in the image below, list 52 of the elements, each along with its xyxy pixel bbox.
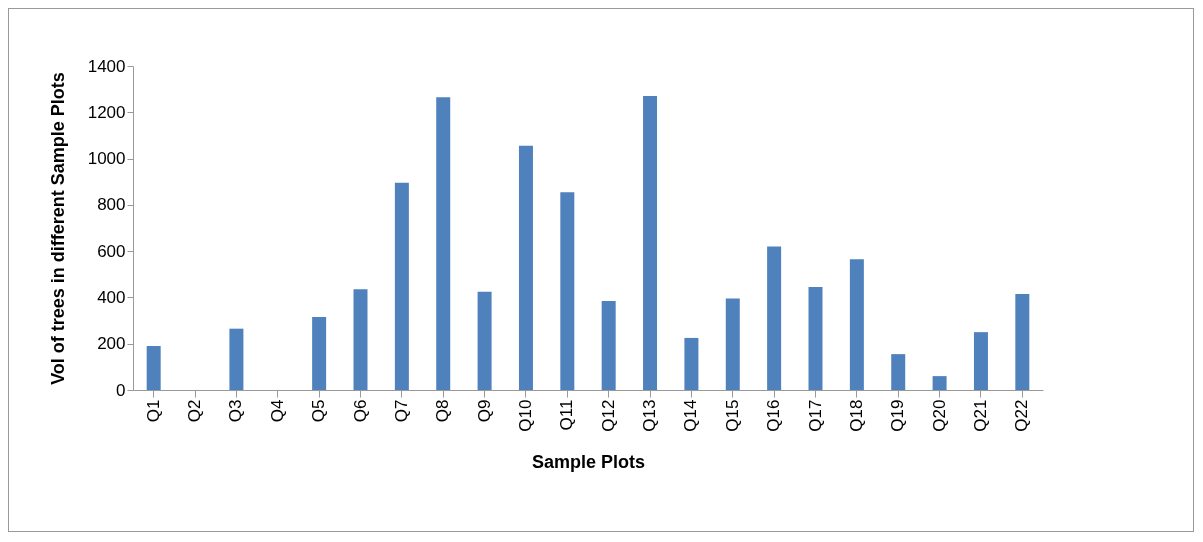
- x-tick-label: Q5: [309, 399, 329, 423]
- bar: [312, 317, 327, 390]
- x-tick-label: Q9: [474, 399, 494, 423]
- x-tick-label: Q16: [764, 399, 784, 432]
- x-tick-label: Q21: [970, 399, 990, 432]
- bar: [353, 289, 368, 390]
- bar: [518, 145, 533, 390]
- bar: [725, 298, 740, 390]
- x-tick-label: Q19: [888, 399, 908, 432]
- x-tick-label: Q7: [391, 399, 411, 423]
- x-tick-label: Q4: [267, 399, 287, 423]
- y-tick-label: 1400: [87, 56, 126, 76]
- bar: [146, 346, 161, 390]
- bar: [1015, 293, 1030, 390]
- y-tick-label: 400: [97, 287, 126, 307]
- bar: [767, 246, 782, 390]
- bar: [684, 337, 699, 390]
- y-tick-label: 1000: [87, 149, 126, 169]
- x-tick-label: Q1: [143, 399, 163, 423]
- x-tick-label: Q14: [681, 399, 701, 432]
- bar: [849, 259, 864, 390]
- x-tick-label: Q10: [515, 399, 535, 432]
- x-tick-label: Q6: [350, 399, 370, 423]
- x-axis-title: Sample Plots: [531, 451, 646, 472]
- x-tick-label: Q17: [805, 399, 825, 432]
- bar: [932, 376, 947, 390]
- bar: [643, 96, 658, 390]
- y-tick-label: 0: [116, 380, 126, 400]
- x-tick-label: Q12: [598, 399, 618, 432]
- bar: [973, 332, 988, 390]
- bar: [477, 291, 492, 390]
- x-tick-label: Q15: [722, 399, 742, 432]
- bar: [808, 287, 823, 390]
- bar: [436, 97, 451, 390]
- x-tick-label: Q8: [433, 399, 453, 423]
- x-tick-label: Q22: [1012, 399, 1032, 432]
- x-tick-label: Q13: [640, 399, 660, 432]
- y-tick-label: 600: [97, 241, 126, 261]
- bar: [891, 354, 906, 390]
- bar: [229, 328, 244, 390]
- bar: [560, 192, 575, 390]
- x-tick-label: Q18: [846, 399, 866, 432]
- y-tick-label: 1200: [87, 102, 126, 122]
- y-tick-label: 800: [97, 195, 126, 215]
- x-tick-label: Q20: [929, 399, 949, 432]
- x-tick-label: Q3: [226, 399, 246, 423]
- bar: [394, 182, 409, 390]
- x-tick-label: Q11: [557, 399, 577, 431]
- y-axis-title: Vol of trees in different Sample Plots: [47, 72, 68, 385]
- y-tick-label: 200: [97, 334, 126, 354]
- bar: [601, 300, 616, 390]
- x-tick-label: Q2: [185, 399, 205, 423]
